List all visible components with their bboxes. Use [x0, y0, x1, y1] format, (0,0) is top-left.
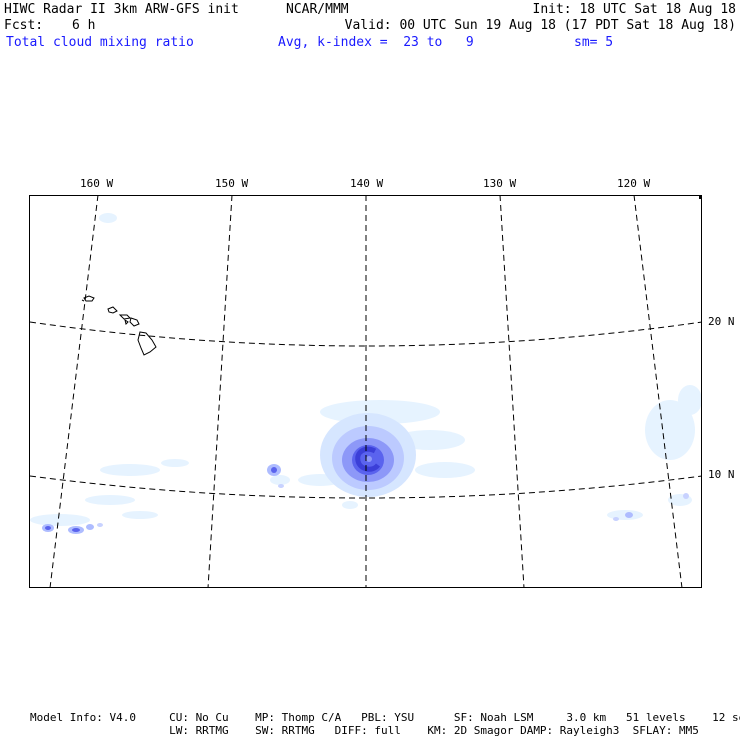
valid-time: Valid: 00 UTC Sun 19 Aug 18 (17 PDT Sat … — [344, 18, 736, 33]
lon-label-160w: 160 W — [80, 177, 114, 190]
meridian-160w — [49, 195, 99, 588]
parallel-10n — [29, 475, 702, 499]
model-info-line2: LW: RRTMG SW: RRTMG DIFF: full KM: 2D Sm… — [30, 724, 699, 737]
lon-label-120w: 120 W — [617, 177, 651, 190]
meridian-130w — [499, 195, 525, 588]
forecast-hour-value: 6 h — [72, 18, 96, 33]
field-name: Total cloud mixing ratio — [6, 35, 194, 50]
smoothing-info: sm= 5 — [574, 35, 614, 50]
convective-cells — [42, 464, 689, 534]
hawaii-coastline — [81, 295, 157, 356]
lon-label-140w: 140 W — [350, 177, 384, 190]
graticule — [29, 195, 702, 588]
lat-label-20n: 20 N — [708, 315, 735, 328]
meridian-120w — [633, 195, 683, 588]
product-title: HIWC Radar II 3km ARW-GFS init — [4, 2, 239, 17]
vertical-average-info: Avg, k-index = 23 to 9 — [278, 35, 474, 50]
lat-label-10n: 10 N — [708, 468, 735, 481]
meridian-150w — [207, 195, 233, 588]
organization-label: NCAR/MMM — [286, 2, 349, 17]
frame-corner-mark — [699, 195, 702, 199]
forecast-hour-label: Fcst: — [4, 18, 44, 33]
cloud-light-patches — [30, 213, 702, 526]
niihau-outline — [81, 299, 85, 302]
lanai-outline — [124, 318, 129, 325]
lon-label-150w: 150 W — [215, 177, 249, 190]
cloud-field — [29, 195, 702, 588]
init-time: Init: 18 UTC Sat 18 Aug 18 — [532, 2, 737, 17]
map-frame — [29, 195, 702, 588]
model-info-line1: Model Info: V4.0 CU: No Cu MP: Thomp C/A… — [30, 711, 740, 724]
molokai-outline — [118, 314, 132, 320]
kauai-outline — [83, 295, 95, 302]
maui-outline — [129, 317, 140, 327]
cyclone-cloud — [320, 413, 416, 497]
oahu-outline — [107, 306, 118, 314]
big-island-outline — [137, 331, 157, 356]
lon-label-130w: 130 W — [483, 177, 517, 190]
